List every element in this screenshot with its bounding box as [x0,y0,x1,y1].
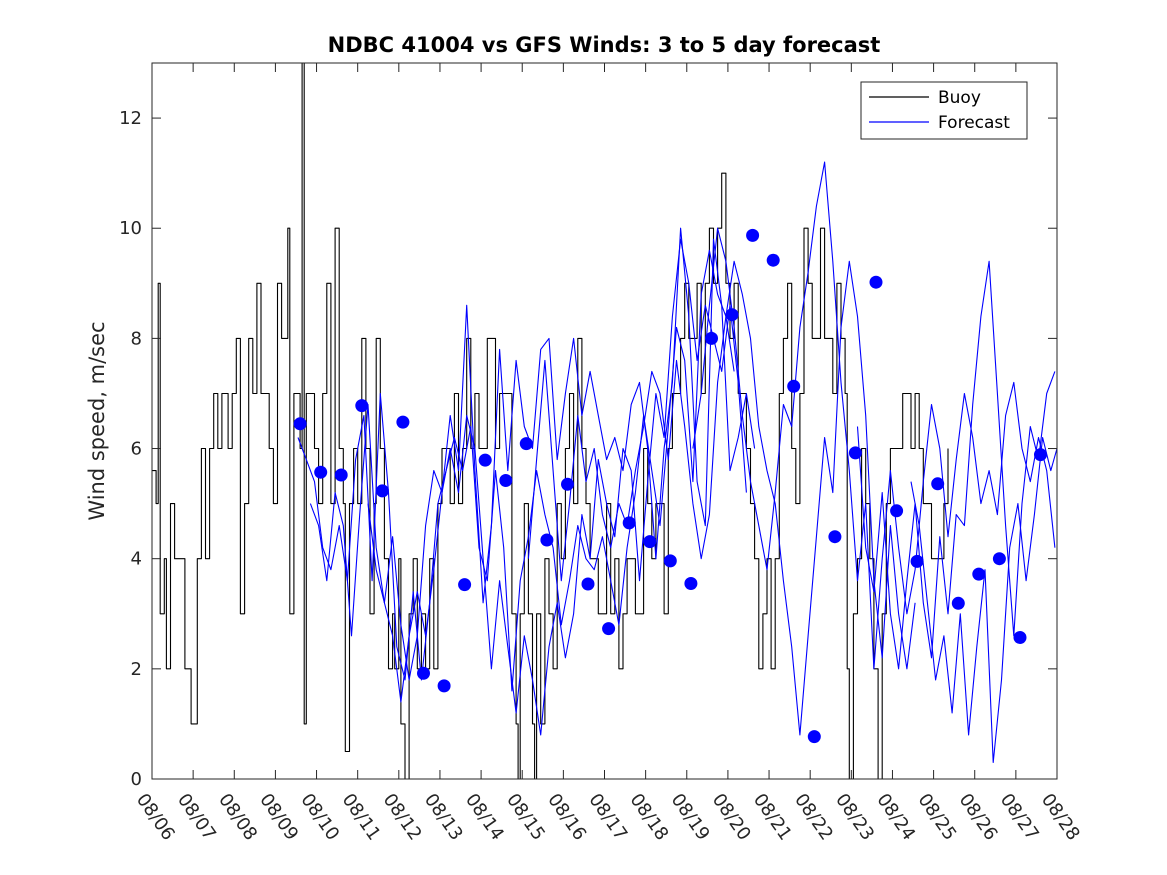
forecast-marker [478,453,492,467]
forecast-marker [437,679,451,693]
forecast-marker [787,379,801,393]
forecast-series-line-5 [692,161,1056,670]
forecast-marker [992,552,1006,566]
forecast-marker [766,253,780,267]
forecast-series-line-4 [527,260,916,736]
y-tick-label: 4 [131,549,142,570]
forecast-marker [663,554,677,568]
y-tick-label: 8 [131,328,142,349]
forecast-series-line-6 [856,260,1056,670]
forecast-marker [622,516,636,530]
forecast-marker [684,577,698,590]
forecast-marker [910,554,924,568]
forecast-marker [499,474,513,487]
forecast-marker [890,504,904,518]
legend-forecast-label: Forecast [938,113,1010,133]
forecast-series-line-2 [309,238,747,736]
forecast-marker [334,468,348,482]
chart-title: NDBC 41004 vs GFS Winds: 3 to 5 day fore… [328,33,881,57]
y-axis-label: Wind speed, m/sec [85,321,109,520]
forecast-marker [396,415,410,429]
forecast-marker [972,567,986,581]
forecast-marker [561,477,574,491]
forecast-marker [519,437,533,451]
forecast-series-line-3 [367,227,756,681]
y-tick-label: 10 [119,218,142,239]
forecast-marker [375,484,389,498]
forecast-marker [602,622,616,636]
y-tick-label: 12 [119,108,142,129]
forecast-marker [355,399,369,413]
forecast-marker [540,533,554,547]
plot-area [152,63,1057,779]
forecast-marker [725,308,739,322]
forecast-marker [1013,631,1027,644]
forecast-marker [1034,448,1047,462]
forecast-marker [746,228,760,242]
forecast-marker [828,530,842,544]
y-tick-label: 6 [131,439,142,460]
forecast-series-line-7 [910,436,1057,764]
legend-buoy-label: Buoy [938,88,981,108]
forecast-marker [417,666,430,680]
forecast-series-line-1 [297,249,735,692]
forecast-marker [293,417,307,431]
forecast-marker [931,477,945,491]
legend-box [860,81,1028,140]
buoy-series-line [152,63,949,779]
forecast-marker [458,578,472,592]
forecast-marker [581,577,595,591]
forecast-marker [848,446,862,460]
forecast-marker [869,275,883,289]
y-tick-label: 0 [131,769,142,790]
y-tick-label: 2 [131,659,142,680]
forecast-marker [705,331,718,345]
forecast-marker [807,730,821,744]
forecast-marker [951,596,965,610]
forecast-marker [314,465,328,479]
legend: Buoy Forecast [860,81,1028,140]
forecast-marker [643,535,657,549]
